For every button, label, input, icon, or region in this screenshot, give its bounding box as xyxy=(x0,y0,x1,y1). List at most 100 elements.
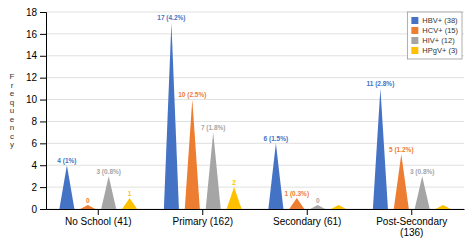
y-tick-mark xyxy=(40,165,46,166)
bar xyxy=(310,205,325,209)
bar xyxy=(268,143,283,209)
x-tick: Primary (162) xyxy=(172,209,233,227)
y-tick-mark xyxy=(40,56,46,57)
bar xyxy=(227,187,242,209)
data-label: 3 (0.8%) xyxy=(410,168,435,176)
y-tick-mark xyxy=(40,121,46,122)
y-tick-mark xyxy=(40,78,46,79)
bar xyxy=(80,205,95,209)
y-tick-label: 4 xyxy=(31,160,37,171)
y-tick: 16 xyxy=(26,29,46,40)
y-axis: 0 2 4 6 8 10 12 14 16 18 xyxy=(26,7,47,215)
data-label: 5 (1.2%) xyxy=(389,146,414,154)
legend-label: HIV+ (12) xyxy=(422,36,455,45)
legend-box xyxy=(407,12,462,59)
y-tick: 12 xyxy=(26,72,46,83)
x-tick-label: Post-Secondary(136) xyxy=(376,216,447,238)
x-tick-mark xyxy=(307,209,308,215)
y-tick: 10 xyxy=(26,94,46,105)
y-tick-mark xyxy=(40,187,46,188)
y-tick-label: 6 xyxy=(31,138,37,149)
data-label: 4 (1%) xyxy=(57,157,76,165)
x-tick-label-line: Secondary (61) xyxy=(273,216,341,227)
legend-swatch xyxy=(411,37,418,44)
bar xyxy=(394,154,409,209)
x-tick-label-line: Post-Secondary xyxy=(376,216,447,227)
grid-line xyxy=(46,12,464,13)
y-tick-label: 0 xyxy=(31,204,37,215)
y-tick: 2 xyxy=(31,182,46,193)
data-label: 0 xyxy=(316,197,320,204)
grid-line xyxy=(46,121,464,122)
series xyxy=(101,132,430,209)
legend-swatch xyxy=(411,47,418,54)
y-tick-mark xyxy=(40,209,46,210)
chart: 024681012141618No School (41)Primary (16… xyxy=(0,0,474,239)
y-tick-label: 12 xyxy=(26,72,38,83)
y-axis-title-line: y xyxy=(10,140,14,149)
data-label: 6 (1.5%) xyxy=(264,135,289,143)
bar xyxy=(122,198,137,209)
x-tick-label-line: (136) xyxy=(400,227,423,238)
series xyxy=(80,100,409,209)
y-tick-mark xyxy=(40,34,46,35)
series xyxy=(59,23,388,209)
y-tick: 14 xyxy=(26,50,46,61)
data-label: 1 (0.3%) xyxy=(285,190,310,198)
x-tick-mark xyxy=(98,209,99,215)
y-tick-label: 16 xyxy=(26,29,38,40)
grid xyxy=(46,12,464,209)
y-tick-mark xyxy=(40,100,46,101)
data-label: 3 (0.8%) xyxy=(96,168,121,176)
marks xyxy=(59,23,450,209)
data-label: 7 (1.8%) xyxy=(201,124,226,132)
y-tick: 6 xyxy=(31,138,46,149)
x-tick-label: Secondary (61) xyxy=(273,216,341,227)
y-axis-line xyxy=(40,13,47,210)
y-tick: 8 xyxy=(31,116,46,127)
x-tick: Secondary (61) xyxy=(273,209,341,227)
data-label: 0 xyxy=(86,197,90,204)
y-tick: 0 xyxy=(31,204,46,215)
x-tick-label-line: No School (41) xyxy=(65,216,132,227)
series xyxy=(122,187,451,209)
grid-line xyxy=(46,77,464,78)
y-tick-mark xyxy=(40,12,46,13)
y-tick-label: 8 xyxy=(31,116,37,127)
legend-item: HCV+ (15) xyxy=(411,26,458,35)
legend-label: HPgV+ (3) xyxy=(422,46,458,55)
y-tick-label: 18 xyxy=(26,7,38,18)
bar xyxy=(289,198,304,209)
bar xyxy=(185,100,200,209)
legend-label: HBV+ (38) xyxy=(422,16,458,25)
x-tick: No School (41) xyxy=(65,209,132,227)
bar xyxy=(206,132,221,209)
plot: 024681012141618No School (41)Primary (16… xyxy=(26,7,465,238)
grid-line xyxy=(46,99,464,100)
y-tick: 18 xyxy=(26,7,46,18)
bar xyxy=(331,205,346,209)
grid-line xyxy=(46,55,464,56)
y-axis-title: Frequency xyxy=(10,72,15,149)
bar xyxy=(59,165,74,209)
legend-item: HIV+ (12) xyxy=(411,36,455,45)
data-label: 2 xyxy=(232,179,236,186)
x-tick-label: No School (41) xyxy=(65,216,132,227)
legend-swatch xyxy=(411,17,418,24)
x-tick: Post-Secondary(136) xyxy=(376,209,447,238)
y-tick-label: 2 xyxy=(31,182,37,193)
data-label: 1 xyxy=(128,190,132,197)
grid-line xyxy=(46,33,464,34)
x-tick-label: Primary (162) xyxy=(172,216,233,227)
data-label: 11 (2.8%) xyxy=(366,80,394,88)
legend: HBV+ (38)HCV+ (15)HIV+ (12)HPgV+ (3) xyxy=(407,12,462,59)
bar xyxy=(101,176,116,209)
y-tick-label: 14 xyxy=(26,50,38,61)
x-tick-mark xyxy=(202,209,203,215)
grid-line xyxy=(46,143,464,144)
data-label: 10 (2.5%) xyxy=(178,91,206,99)
data-label: 17 (4.2%) xyxy=(157,14,185,22)
bar xyxy=(373,89,388,209)
y-tick: 4 xyxy=(31,160,46,171)
x-tick-mark xyxy=(411,209,412,215)
